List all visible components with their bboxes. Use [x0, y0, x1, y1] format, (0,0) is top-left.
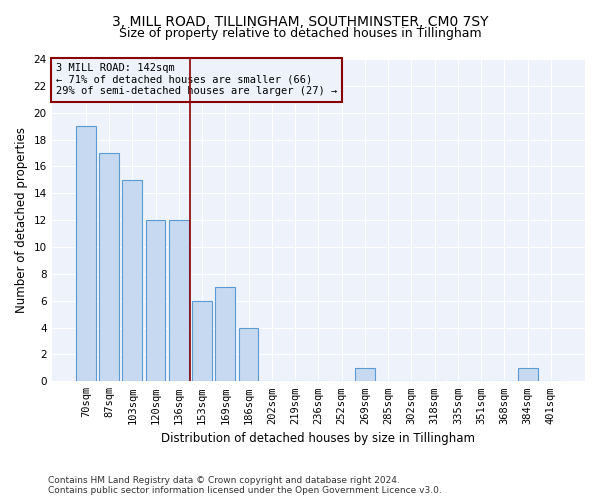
X-axis label: Distribution of detached houses by size in Tillingham: Distribution of detached houses by size …: [161, 432, 475, 445]
Bar: [99, 153, 119, 382]
Text: 3 MILL ROAD: 142sqm
← 71% of detached houses are smaller (66)
29% of semi-detach: 3 MILL ROAD: 142sqm ← 71% of detached ho…: [56, 63, 337, 96]
Bar: [239, 328, 259, 382]
Bar: [122, 180, 142, 382]
Bar: [76, 126, 95, 382]
Text: Size of property relative to detached houses in Tillingham: Size of property relative to detached ho…: [119, 28, 481, 40]
Y-axis label: Number of detached properties: Number of detached properties: [15, 127, 28, 313]
Text: Contains HM Land Registry data © Crown copyright and database right 2024.
Contai: Contains HM Land Registry data © Crown c…: [48, 476, 442, 495]
Bar: [169, 220, 188, 382]
Bar: [518, 368, 538, 382]
Bar: [192, 300, 212, 382]
Text: 3, MILL ROAD, TILLINGHAM, SOUTHMINSTER, CM0 7SY: 3, MILL ROAD, TILLINGHAM, SOUTHMINSTER, …: [112, 15, 488, 29]
Bar: [215, 288, 235, 382]
Bar: [355, 368, 375, 382]
Bar: [146, 220, 166, 382]
